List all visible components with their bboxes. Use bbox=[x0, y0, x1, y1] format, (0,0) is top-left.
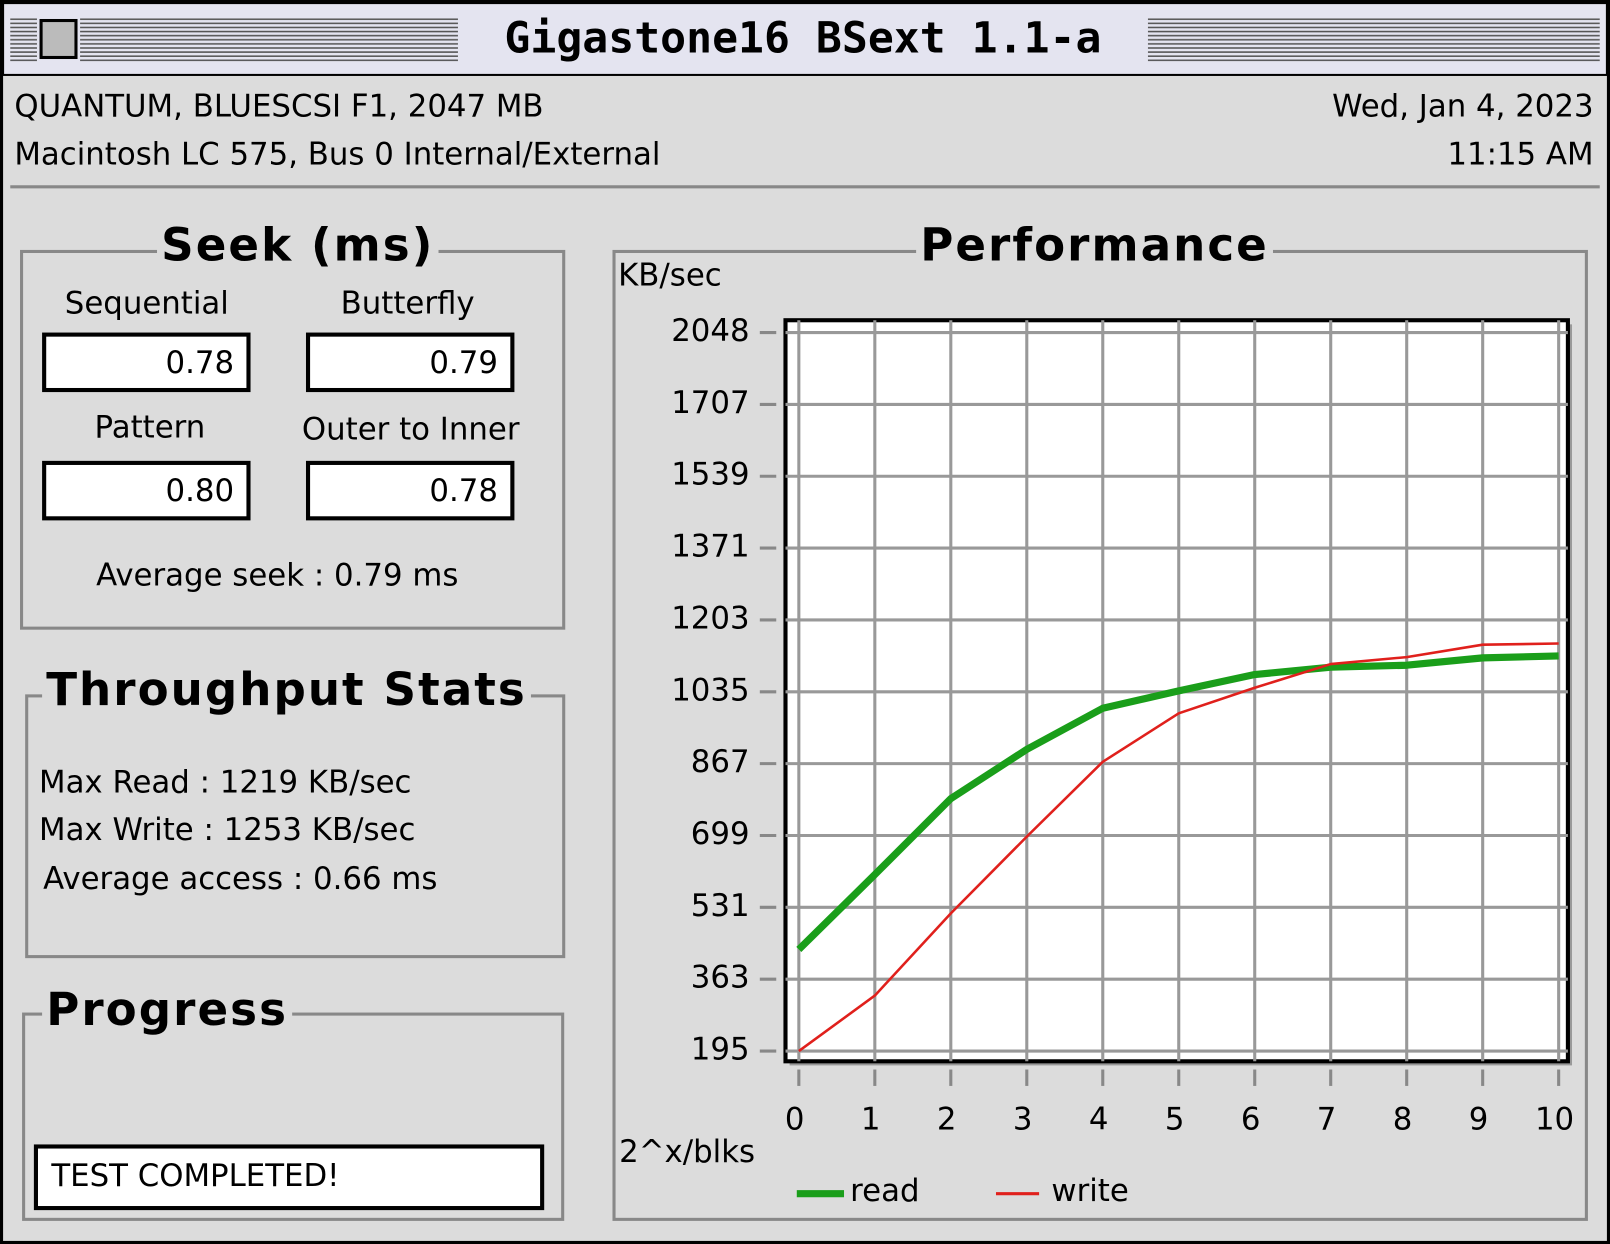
stat-line: Max Read : 1219 KB/sec bbox=[39, 765, 411, 801]
x-tick-label: 4 bbox=[1089, 1101, 1109, 1137]
x-tick-label: 10 bbox=[1535, 1101, 1574, 1137]
y-axis-label: KB/sec bbox=[618, 258, 722, 294]
field-value: 0.78 bbox=[429, 473, 498, 509]
chart-title: Performance bbox=[920, 218, 1269, 271]
x-tick-label: 0 bbox=[785, 1101, 805, 1137]
window-title: Gigastone16 BSext 1.1-a bbox=[504, 14, 1101, 64]
machine-info: Macintosh LC 575, Bus 0 Internal/Externa… bbox=[14, 137, 660, 173]
y-tick-label: 867 bbox=[691, 744, 750, 780]
field-box bbox=[305, 332, 515, 393]
stat-line: Max Write : 1253 KB/sec bbox=[39, 812, 415, 848]
field-value: 0.78 bbox=[166, 345, 235, 381]
title-stripes bbox=[10, 16, 458, 62]
x-tick-label: 9 bbox=[1469, 1101, 1489, 1137]
date: Wed, Jan 4, 2023 bbox=[1332, 88, 1593, 124]
throughput-title: Throughput Stats bbox=[46, 663, 527, 716]
field-boxes bbox=[42, 332, 515, 521]
average-seek: Average seek : 0.79 ms bbox=[96, 557, 458, 593]
y-tick-label: 363 bbox=[691, 960, 750, 996]
seek-title: Seek (ms) bbox=[161, 218, 434, 271]
field-label: Pattern bbox=[95, 410, 206, 446]
progress-title: Progress bbox=[46, 983, 288, 1036]
title-gap bbox=[916, 218, 1273, 272]
series-line bbox=[798, 642, 1559, 1053]
field-label: Sequential bbox=[65, 285, 229, 321]
x-tick-label: 8 bbox=[1393, 1101, 1413, 1137]
y-tick-label: 699 bbox=[691, 816, 750, 852]
title-stripes bbox=[1147, 16, 1600, 62]
legend-label: read bbox=[850, 1173, 919, 1209]
status-box bbox=[33, 1144, 545, 1211]
status-text: TEST COMPLETED! bbox=[50, 1158, 339, 1194]
y-tick-label: 531 bbox=[691, 888, 750, 924]
y-tick-label: 1707 bbox=[671, 385, 749, 421]
y-tick-label: 1539 bbox=[671, 457, 749, 493]
x-tick-label: 6 bbox=[1241, 1101, 1261, 1137]
close-box[interactable] bbox=[39, 18, 78, 60]
y-tick-label: 1371 bbox=[671, 529, 749, 565]
field-box bbox=[42, 332, 251, 393]
x-tick-label: 5 bbox=[1165, 1101, 1185, 1137]
y-tick-label: 1035 bbox=[671, 672, 749, 708]
field-box bbox=[305, 460, 515, 521]
x-axis-label: 2^x/blks bbox=[619, 1134, 755, 1170]
y-tick-label: 2048 bbox=[671, 313, 749, 349]
title-gap bbox=[42, 983, 293, 1037]
time: 11:15 AM bbox=[1447, 137, 1593, 173]
y-tick-label: 195 bbox=[691, 1032, 750, 1068]
x-tick-label: 3 bbox=[1013, 1101, 1033, 1137]
field-value: 0.79 bbox=[429, 345, 498, 381]
field-value: 0.80 bbox=[166, 473, 235, 509]
x-tick-label: 2 bbox=[937, 1101, 957, 1137]
y-tick-label: 1203 bbox=[671, 600, 749, 636]
field-box bbox=[42, 460, 251, 521]
title-gap bbox=[157, 218, 439, 272]
x-tick-label: 1 bbox=[861, 1101, 881, 1137]
field-label: Outer to Inner bbox=[302, 412, 520, 448]
x-tick-label: 7 bbox=[1317, 1101, 1337, 1137]
progress-group bbox=[22, 1012, 565, 1221]
title-gap bbox=[42, 662, 531, 716]
field-label: Butterfly bbox=[341, 285, 475, 321]
drive-info: QUANTUM, BLUESCSI F1, 2047 MB bbox=[14, 88, 543, 124]
series-line bbox=[796, 652, 1559, 953]
stat-line: Average access : 0.66 ms bbox=[43, 861, 437, 897]
legend-label: write bbox=[1051, 1173, 1128, 1209]
plot: 1953635316998671035120313711539170720480… bbox=[671, 313, 1574, 1209]
